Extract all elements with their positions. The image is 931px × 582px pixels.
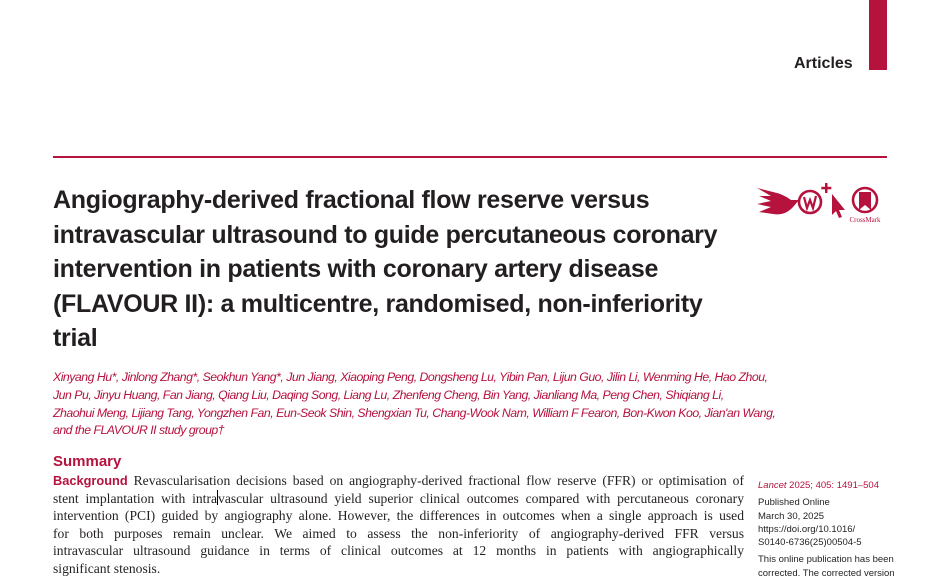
- article-title: Angiography-derived fractional flow rese…: [53, 183, 753, 356]
- author-line: Xinyang Hu*, Jinlong Zhang*, Seokhun Yan…: [53, 370, 768, 384]
- body-line: for both purposes remain unclear. We aim…: [53, 525, 744, 541]
- article-icons: CrossMark: [757, 183, 881, 224]
- body-line: Revascularisation decisions based on ang…: [133, 473, 744, 488]
- citation: Lancet 2025; 405: 1491–504: [758, 479, 895, 492]
- published-date: March 30, 2025: [758, 510, 825, 522]
- title-line: Angiography-derived fractional flow rese…: [53, 186, 650, 214]
- correction-note: This online publication has been: [758, 554, 894, 566]
- web-extra-icon[interactable]: [797, 189, 823, 215]
- correction-note: corrected. The corrected version: [758, 567, 895, 579]
- body-line: significant stenosis.: [53, 560, 161, 576]
- title-line: (FLAVOUR II): a multicentre, randomised,…: [53, 289, 703, 318]
- click-cursor-icon[interactable]: [821, 183, 845, 218]
- author-line: Zhaohui Meng, Lijiang Tang, Yongzhen Fan…: [53, 405, 776, 420]
- author-list: Xinyang Hu*, Jinlong Zhang*, Seokhun Yan…: [53, 369, 776, 440]
- citation-details: 2025; 405: 1491–504: [789, 480, 879, 491]
- crossmark-label: CrossMark: [849, 216, 881, 224]
- author-line: and the FLAVOUR II study group†: [53, 423, 225, 438]
- crossmark-icon[interactable]: CrossMark: [849, 186, 881, 224]
- doi-link[interactable]: https://doi.org/10.1016/: [758, 523, 856, 535]
- published-label: Published Online: [758, 497, 830, 509]
- body-line: stent implantation with intra: [53, 490, 218, 506]
- background-heading: Background: [53, 473, 128, 488]
- section-label: Articles: [794, 55, 853, 72]
- title-line: trial: [53, 324, 98, 352]
- section-color-tab: [869, 0, 887, 70]
- publication-sidebar: Lancet 2025; 405: 1491–504 Published Onl…: [758, 479, 895, 580]
- text-cursor: [217, 489, 219, 505]
- header-rule: [53, 156, 887, 158]
- body-line: intervention (PCI) guided by angiography…: [53, 508, 744, 524]
- journal-name: Lancet: [758, 480, 787, 491]
- author-line: Jun Pu, Jinyu Huang, Fan Jiang, Qiang Li…: [53, 387, 724, 402]
- title-line: intravascular ultrasound to guide percut…: [53, 220, 718, 249]
- body-line: vascular ultrasound yield superior clini…: [218, 490, 744, 506]
- open-access-swift-icon[interactable]: [757, 188, 799, 215]
- body-line: intravascular ultrasound guidance in ter…: [53, 543, 744, 559]
- doi-link[interactable]: S0140-6736(25)00504-5: [758, 537, 862, 549]
- summary-heading: Summary: [53, 453, 122, 470]
- title-line: intervention in patients with coronary a…: [53, 255, 659, 283]
- summary-background: Background Revascularisation decisions b…: [53, 472, 744, 578]
